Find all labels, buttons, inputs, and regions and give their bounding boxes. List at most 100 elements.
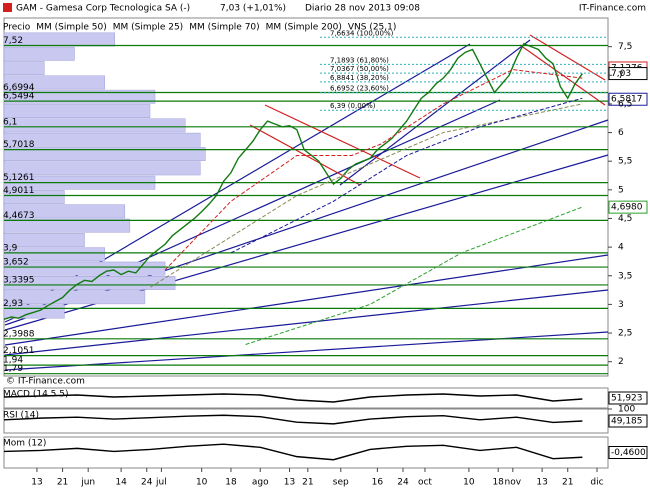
y-tick-label: 4 [618, 243, 624, 253]
trend-line [519, 44, 606, 106]
last-value: 49,185 [611, 417, 643, 427]
trend-line [4, 254, 609, 346]
y-tick-label: 7 [618, 71, 624, 81]
level-label: 3,3395 [3, 275, 35, 285]
y-tick-label: 2,5 [618, 329, 632, 339]
macd-frame [3, 387, 609, 409]
legend-entry: MM (Simple 70) [189, 23, 259, 33]
level-label: 2,1051 [3, 346, 35, 356]
volume-profile-bar [3, 132, 201, 147]
ticker-name: GAM - Gamesa Corp Tecnologica SA (-) [16, 4, 190, 14]
x-tick-label: 14 [115, 478, 127, 488]
x-tick-label: 24 [141, 478, 153, 488]
volume-profile-bar [3, 290, 146, 305]
x-tick-label: 24 [397, 478, 409, 488]
price-tag-box [608, 67, 648, 81]
legend-entry: MM (Simple 50) [36, 23, 106, 33]
volume-profile-bar [3, 46, 75, 61]
volume-profile-bar [3, 104, 151, 118]
level-label: 4,9011 [3, 186, 35, 196]
rsi-frame [3, 408, 609, 434]
fib-label: 6,39 (0,00%) [330, 102, 376, 110]
last-value: 51,923 [611, 394, 643, 404]
x-tick-label: 13 [31, 478, 42, 488]
x-tick-label: jun [80, 478, 95, 488]
x-tick-label: jul [155, 478, 167, 488]
last-value: -0,4600 [611, 448, 646, 458]
y-tick-label: 4,5 [618, 214, 632, 224]
legend-entry: MM (Simple 200) [266, 23, 342, 33]
fib-label: 6,6952 (23,60%) [330, 85, 389, 93]
price-tag-box [608, 92, 648, 106]
volume-profile-bar [3, 32, 115, 47]
level-label: 6,1 [3, 117, 17, 127]
y-tick-label: 3,5 [618, 271, 632, 281]
y-tick-label: 5 [618, 185, 624, 195]
y-tick-label: 7,5 [618, 42, 632, 52]
x-tick-label: ago [252, 478, 269, 488]
y-tick-label: 3 [618, 300, 624, 310]
x-tick-label: dic [590, 478, 603, 488]
trend-line [339, 39, 531, 186]
series-line [245, 206, 583, 345]
volume-profile-bar [3, 118, 186, 133]
fib-label: 7,6634 (100,00%) [330, 29, 394, 37]
level-label: 2,93 [3, 299, 23, 309]
volume-profile-bar [3, 161, 201, 176]
level-label: 6,6994 [3, 83, 35, 93]
panel-title: MACD (14 5 5) [3, 390, 69, 400]
x-tick-label: oct [418, 478, 432, 488]
volume-profile-bar [3, 218, 131, 233]
last-box [608, 414, 648, 428]
x-tick-label: nov [505, 478, 522, 488]
level-label: 5,7018 [3, 140, 35, 150]
volume-profile-bar [3, 190, 65, 204]
series-line [3, 393, 583, 403]
fib-label: 7,1893 (61,80%) [330, 56, 389, 64]
x-tick-label: 10 [196, 478, 208, 488]
series-line [150, 103, 583, 288]
volume-profile-bar [3, 147, 206, 161]
y-tick-label: 6 [618, 128, 624, 138]
trend-line [529, 34, 606, 81]
y-tick-label: 6,5 [618, 99, 632, 109]
volume-profile-bar [3, 89, 156, 104]
series-line [230, 97, 583, 254]
period: Diario 28 nov 2013 09:08 [305, 4, 420, 14]
legend-entry: Precio [3, 23, 31, 33]
legend-entry: VNS (25,1) [348, 23, 397, 33]
volume-profile-bar [3, 204, 126, 219]
x-tick-label: 16 [372, 478, 384, 488]
quote: 7,03 (+1,01%) [220, 4, 286, 14]
x-tick-label: 10 [463, 478, 475, 488]
level-label: 7,52 [3, 36, 23, 46]
last-box [608, 446, 648, 459]
y-tick-label: 100 [618, 405, 635, 415]
volume-profile-bar [3, 61, 45, 76]
x-tick-label: 21 [302, 478, 313, 488]
level-label: 5,1261 [3, 173, 35, 183]
price-tag: 7,03 [611, 69, 631, 79]
volume-profile-bar [3, 276, 176, 290]
x-tick-label: 21 [562, 478, 573, 488]
level-label: 3,9 [3, 243, 18, 253]
price-tag: 4,6980 [611, 203, 643, 213]
price-tag-box [608, 200, 648, 214]
x-tick-label: 18 [492, 478, 504, 488]
series-line [164, 69, 583, 271]
level-label: 4,4673 [3, 211, 35, 221]
x-tick-label: sep [333, 478, 349, 488]
trend-line [264, 104, 421, 179]
fib-label: 6,8841 (38,20%) [330, 74, 389, 82]
level-label: 1,79 [3, 364, 23, 374]
volume-profile-bar [3, 233, 85, 247]
volume-profile-bar [3, 75, 105, 90]
x-tick-label: 21 [57, 478, 68, 488]
level-label: 6,5494 [3, 92, 35, 102]
panel-title: Mom (12) [3, 439, 46, 449]
level-label: 2,3988 [3, 329, 35, 339]
x-tick-label: 13 [284, 478, 295, 488]
copyright: © IT-Finance.com [6, 377, 85, 387]
last-box [608, 391, 648, 405]
